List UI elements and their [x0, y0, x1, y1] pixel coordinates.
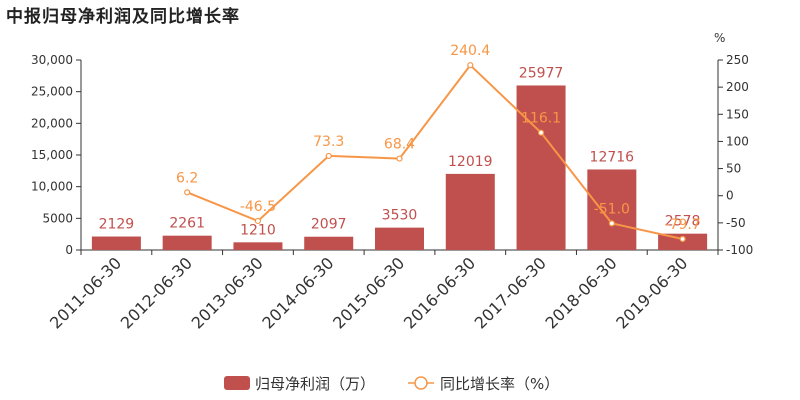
growth-point: [396, 155, 403, 162]
y-right-tick-label: 200: [726, 80, 749, 94]
bar-value-label: 12716: [590, 149, 635, 165]
x-tick-label: 2016-06-30: [400, 253, 479, 332]
legend-line-label: 同比增长率（%）: [440, 375, 559, 393]
y-right-tick-label: 50: [726, 162, 741, 176]
growth-value-label: 68.4: [384, 137, 415, 153]
bar: [587, 169, 637, 250]
bar-value-label: 12019: [448, 154, 493, 170]
y-right-tick-label: 250: [726, 53, 749, 67]
bar: [445, 173, 495, 250]
bar: [233, 242, 283, 250]
y-left-tick-label: 20,000: [31, 116, 73, 130]
x-tick-label: 2012-06-30: [117, 253, 196, 332]
y-left-tick-label: 25,000: [31, 85, 73, 99]
bar: [516, 85, 566, 250]
y-left-tick-label: 0: [65, 243, 73, 257]
bar-value-label: 2129: [99, 217, 135, 233]
bar-value-label: 2578: [665, 214, 701, 230]
growth-value-label: 240.4: [450, 43, 490, 59]
growth-value-label: 6.2: [176, 170, 198, 186]
y-left-tick-label: 30,000: [31, 53, 73, 67]
bar-value-label: 3530: [382, 208, 418, 224]
x-tick-label: 2011-06-30: [46, 253, 125, 332]
bar: [91, 236, 141, 250]
growth-value-label: -79.7: [664, 217, 700, 233]
growth-line: [186, 63, 683, 240]
growth-point: [325, 152, 332, 160]
growth-value-label: 73.3: [313, 134, 344, 150]
y-right-tick-label: 0: [726, 189, 734, 203]
growth-point: [467, 62, 474, 69]
bar: [162, 235, 212, 250]
bar: [304, 236, 354, 250]
y-right-tick-label: 150: [726, 107, 749, 121]
growth-value-label: -51.0: [594, 201, 630, 217]
bar-value-label: 2261: [169, 216, 205, 232]
growth-point: [608, 220, 615, 227]
x-tick-label: 2015-06-30: [329, 253, 408, 332]
legend-bar-label: 归母净利润（万）: [255, 375, 375, 393]
legend-bar-swatch: [224, 376, 250, 390]
bar-value-label: 2097: [311, 217, 347, 233]
y-right-unit: %: [714, 31, 725, 45]
x-tick-label: 2014-06-30: [258, 253, 337, 332]
growth-point: [679, 235, 686, 243]
y-left-tick-label: 15,000: [31, 148, 73, 162]
x-tick-label: 2019-06-30: [612, 253, 691, 332]
x-tick-label: 2017-06-30: [471, 253, 550, 332]
bar-value-label: 25977: [519, 65, 564, 81]
growth-point: [537, 129, 545, 136]
chart-title: 中报归母净利润及同比增长率: [6, 7, 240, 27]
growth-value-label: -46.5: [240, 199, 276, 215]
y-left-tick-label: 5000: [42, 211, 73, 225]
x-tick-label: 2013-06-30: [188, 253, 267, 332]
growth-value-label: 116.1: [521, 111, 561, 127]
y-right-tick-label: -100: [726, 243, 753, 257]
bar-value-label: 1210: [240, 222, 276, 238]
x-tick-label: 2018-06-30: [541, 253, 620, 332]
y-right-tick-label: 100: [726, 134, 749, 148]
legend-line-marker: [414, 376, 428, 390]
growth-point: [254, 217, 262, 225]
bar: [375, 227, 424, 250]
y-right-tick-label: -50: [726, 216, 746, 230]
y-left-tick-label: 10,000: [31, 180, 73, 194]
growth-point: [184, 189, 191, 196]
